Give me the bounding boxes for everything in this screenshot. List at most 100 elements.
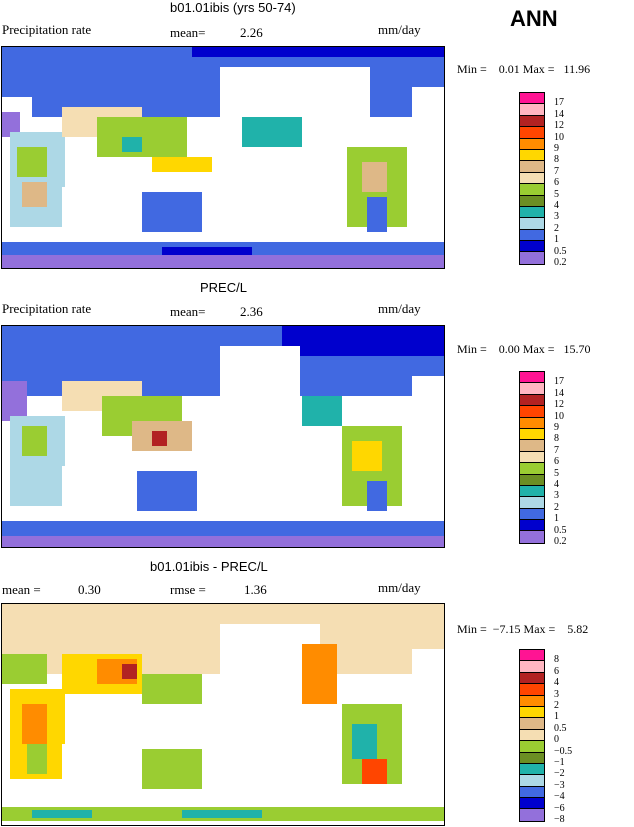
panel3-south-asia [142,674,202,704]
panel2-colorbar-label: 10 [554,410,564,422]
panel1-colorbar-label: 12 [554,120,564,132]
panel3-map [1,603,445,826]
panel2-colorbar-swatch [520,383,544,395]
panel3-colorbar-label: 0.5 [554,722,567,734]
panel3-colorbar-swatch [520,695,544,707]
panel3-colorbar-swatch [520,672,544,685]
panel2-colorbar-label: 8 [554,433,559,445]
panel3-colorbar-swatch [520,684,544,696]
panel2-colorbar-label: 17 [554,376,564,388]
panel2-colorbar-swatch [520,463,544,475]
panel1-colorbar-swatch [520,195,544,207]
panel2-map [1,325,445,548]
panel3-colorbar-swatch [520,775,544,787]
panel3-colorbar-label: −8 [554,814,565,825]
panel1-colorbar-swatch [520,218,544,230]
panel1-mean-value: 2.26 [240,25,263,40]
panel1-colorbar-swatch [520,206,544,219]
panel2-colorbar-label: 1 [554,513,559,525]
panel2-colorbar-swatch [520,485,544,498]
panel2-colorbar-label: 14 [554,387,564,399]
panel2-australia [137,471,197,511]
panel1-africa [10,132,65,227]
panel3-colorbar-swatch [520,661,544,673]
panel1-colorbar-label: 7 [554,165,559,177]
panel3-colorbar-swatch [520,798,544,810]
panel2-mean-value: 2.36 [240,304,263,319]
panel3-units: mm/day [378,580,421,595]
panel1-colorbar-swatch [520,93,544,105]
panel3-colorbar-label: −3 [554,779,565,791]
panel1-colorbar-label: 14 [554,108,564,120]
panel1-colorbar-label: 3 [554,211,559,223]
panel2-map-svg [2,326,444,547]
panel1-colorbar-swatch [520,149,544,162]
panel3-colorbar-swatch [520,729,544,742]
panel3-colorbar-label: 8 [554,654,559,666]
panel3-colorbar-label: −0.5 [554,745,573,757]
panel1-colorbar-swatch [520,184,544,196]
panel2-colorbar-label: 7 [554,444,559,456]
panel3-colorbar [519,649,545,822]
panel2-colorbar-swatch [520,531,544,543]
panel2-colorbar-label: 0.2 [554,536,567,547]
panel1-variable-label: Precipitation rate [2,22,92,37]
panel2-colorbar-swatch [520,497,544,509]
panel1-min-max: Min = 0.01 Max = 11.96 [457,62,591,76]
panel1-colorbar-label: 4 [554,200,559,211]
panel2-units: mm/day [378,301,421,316]
panel2-colorbar-label: 6 [554,456,559,468]
panel1-colorbar [519,92,545,265]
panel3-colorbar-label: 6 [554,665,559,677]
panel1-colorbar-swatch [520,252,544,264]
panel1-colorbar-swatch [520,229,544,242]
panel2-colorbar [519,371,545,544]
panel1-colorbar-swatch [520,138,544,150]
panel1-units: mm/day [378,22,421,37]
panel2-colorbar-swatch [520,417,544,429]
panel3-title: b01.01ibis - PREC/L [150,559,268,574]
panel1-colorbar-label: 10 [554,131,564,143]
panel3-atlantic [412,649,444,734]
panel3-mean-label: mean = [2,582,41,597]
panel1-central-america [242,117,302,147]
panel2-colorbar-label: 4 [554,479,559,490]
panel2-central-america [302,396,342,426]
panel2-colorbar-swatch [520,372,544,384]
panel2-colorbar-swatch [520,508,544,521]
panel3-australia [142,749,202,789]
panel3-colorbar-label: −6 [554,802,565,814]
panel1-colorbar-label: 9 [554,143,559,154]
panel2-atlantic [412,376,444,456]
panel2-colorbar-label: 2 [554,501,559,513]
panel1-atlantic [412,87,444,177]
panel3-map-svg [2,604,444,825]
panel2-colorbar-swatch [520,440,544,452]
panel3-central-america [302,644,337,704]
panel3-colorbar-swatch [520,741,544,753]
panel1-colorbar-label: 0.5 [554,245,567,257]
panel2-colorbar-label: 9 [554,422,559,433]
panel3-colorbar-swatch [520,718,544,730]
panel1-colorbar-label: 8 [554,154,559,166]
season-label: ANN [510,6,558,31]
panel2-colorbar-label: 12 [554,399,564,411]
panel3-colorbar-swatch [520,786,544,799]
panel1-colorbar-swatch [520,104,544,116]
panel2-variable-label: Precipitation rate [2,301,92,316]
panel3-rmse-label: rmse = [170,582,206,597]
panel1-colorbar-swatch [520,172,544,185]
panel2-min-max: Min = 0.00 Max = 15.70 [457,342,591,356]
panel1-colorbar-label: 17 [554,97,564,109]
panel1-colorbar-label: 6 [554,177,559,189]
panel3-rmse-value: 1.36 [244,582,267,597]
panel2-colorbar-swatch [520,406,544,418]
panel3-colorbar-swatch [520,809,544,821]
panel2-pacific [220,346,300,456]
panel3-colorbar-label: 2 [554,700,559,711]
panel2-colorbar-swatch [520,474,544,486]
panel3-mean-value: 0.30 [78,582,101,597]
panel3-colorbar-swatch [520,650,544,662]
panel1-colorbar-swatch [520,115,544,128]
panel1-australia [142,192,202,232]
